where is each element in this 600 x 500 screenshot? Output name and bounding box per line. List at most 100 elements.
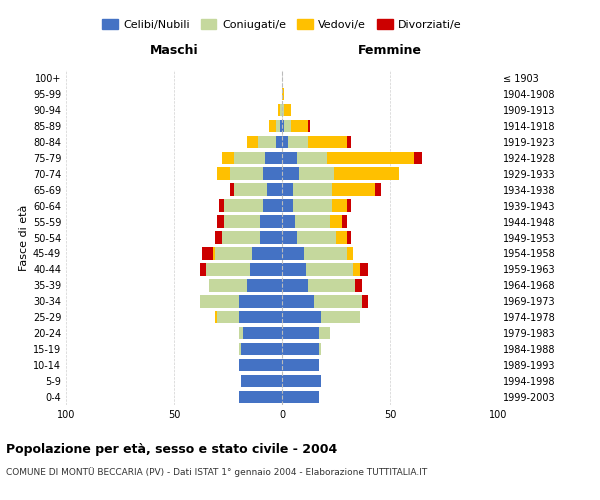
Bar <box>217 311 239 324</box>
Bar <box>200 263 206 276</box>
Text: Maschi: Maschi <box>149 44 199 57</box>
Bar <box>258 136 275 148</box>
Bar <box>243 327 282 340</box>
Bar <box>224 216 260 228</box>
Bar <box>293 184 332 196</box>
Bar <box>267 184 282 196</box>
Bar <box>347 200 351 212</box>
Bar <box>282 184 293 196</box>
Bar <box>275 120 280 132</box>
Bar <box>343 216 347 228</box>
Text: Popolazione per età, sesso e stato civile - 2004: Popolazione per età, sesso e stato civil… <box>6 442 337 456</box>
Bar <box>282 104 284 116</box>
Bar <box>252 247 282 260</box>
Bar <box>200 295 239 308</box>
Bar <box>299 168 334 180</box>
Bar <box>247 279 282 291</box>
Text: COMUNE DI MONTÜ BECCARIA (PV) - Dati ISTAT 1° gennaio 2004 - Elaborazione TUTTIT: COMUNE DI MONTÜ BECCARIA (PV) - Dati IST… <box>6 468 427 477</box>
Legend: Celibi/Nubili, Coniugati/e, Vedovi/e, Divorziati/e: Celibi/Nubili, Coniugati/e, Vedovi/e, Di… <box>98 14 466 34</box>
Bar <box>282 391 319 403</box>
Bar <box>241 343 282 355</box>
Bar <box>360 263 368 276</box>
Bar <box>295 216 329 228</box>
Bar <box>336 232 347 243</box>
Bar <box>260 232 282 243</box>
Bar <box>332 184 375 196</box>
Bar <box>282 168 299 180</box>
Bar <box>224 200 263 212</box>
Bar <box>217 216 224 228</box>
Bar <box>293 200 332 212</box>
Bar <box>239 391 282 403</box>
Bar <box>263 200 282 212</box>
Bar <box>290 120 308 132</box>
Bar <box>239 327 243 340</box>
Bar <box>217 168 230 180</box>
Bar <box>284 104 290 116</box>
Bar <box>328 152 414 164</box>
Bar <box>247 136 258 148</box>
Bar <box>206 263 250 276</box>
Bar <box>319 327 329 340</box>
Bar <box>329 216 343 228</box>
Bar <box>282 343 319 355</box>
Bar <box>355 279 362 291</box>
Bar <box>347 232 351 243</box>
Bar <box>235 184 267 196</box>
Bar <box>265 152 282 164</box>
Bar <box>353 263 360 276</box>
Bar <box>220 200 224 212</box>
Bar <box>289 136 308 148</box>
Bar <box>282 152 297 164</box>
Bar <box>280 120 282 132</box>
Bar <box>332 200 347 212</box>
Bar <box>306 263 353 276</box>
Bar <box>308 136 347 148</box>
Bar <box>269 120 275 132</box>
Bar <box>221 152 235 164</box>
Bar <box>375 184 382 196</box>
Y-axis label: Fasce di età: Fasce di età <box>19 204 29 270</box>
Bar <box>308 120 310 132</box>
Bar <box>230 168 263 180</box>
Bar <box>239 295 282 308</box>
Bar <box>239 343 241 355</box>
Bar <box>414 152 422 164</box>
Bar <box>282 120 284 132</box>
Bar <box>282 88 284 100</box>
Bar <box>282 375 321 388</box>
Bar <box>282 136 289 148</box>
Bar <box>297 232 336 243</box>
Bar <box>275 136 282 148</box>
Bar <box>241 375 282 388</box>
Bar <box>250 263 282 276</box>
Bar <box>314 295 362 308</box>
Bar <box>284 120 290 132</box>
Bar <box>347 136 351 148</box>
Bar <box>278 104 280 116</box>
Bar <box>235 152 265 164</box>
Bar <box>282 247 304 260</box>
Bar <box>319 343 321 355</box>
Bar <box>347 247 353 260</box>
Bar <box>263 168 282 180</box>
Bar <box>282 263 306 276</box>
Bar <box>308 279 355 291</box>
Bar <box>304 247 347 260</box>
Bar <box>230 184 235 196</box>
Bar <box>282 216 295 228</box>
Bar <box>239 311 282 324</box>
Bar <box>215 247 252 260</box>
Bar <box>282 200 293 212</box>
Bar <box>282 311 321 324</box>
Bar <box>260 216 282 228</box>
Bar <box>282 295 314 308</box>
Bar <box>297 152 328 164</box>
Bar <box>282 327 319 340</box>
Bar <box>213 247 215 260</box>
Bar <box>362 295 368 308</box>
Bar <box>202 247 213 260</box>
Bar <box>280 104 282 116</box>
Bar <box>282 279 308 291</box>
Bar <box>215 232 221 243</box>
